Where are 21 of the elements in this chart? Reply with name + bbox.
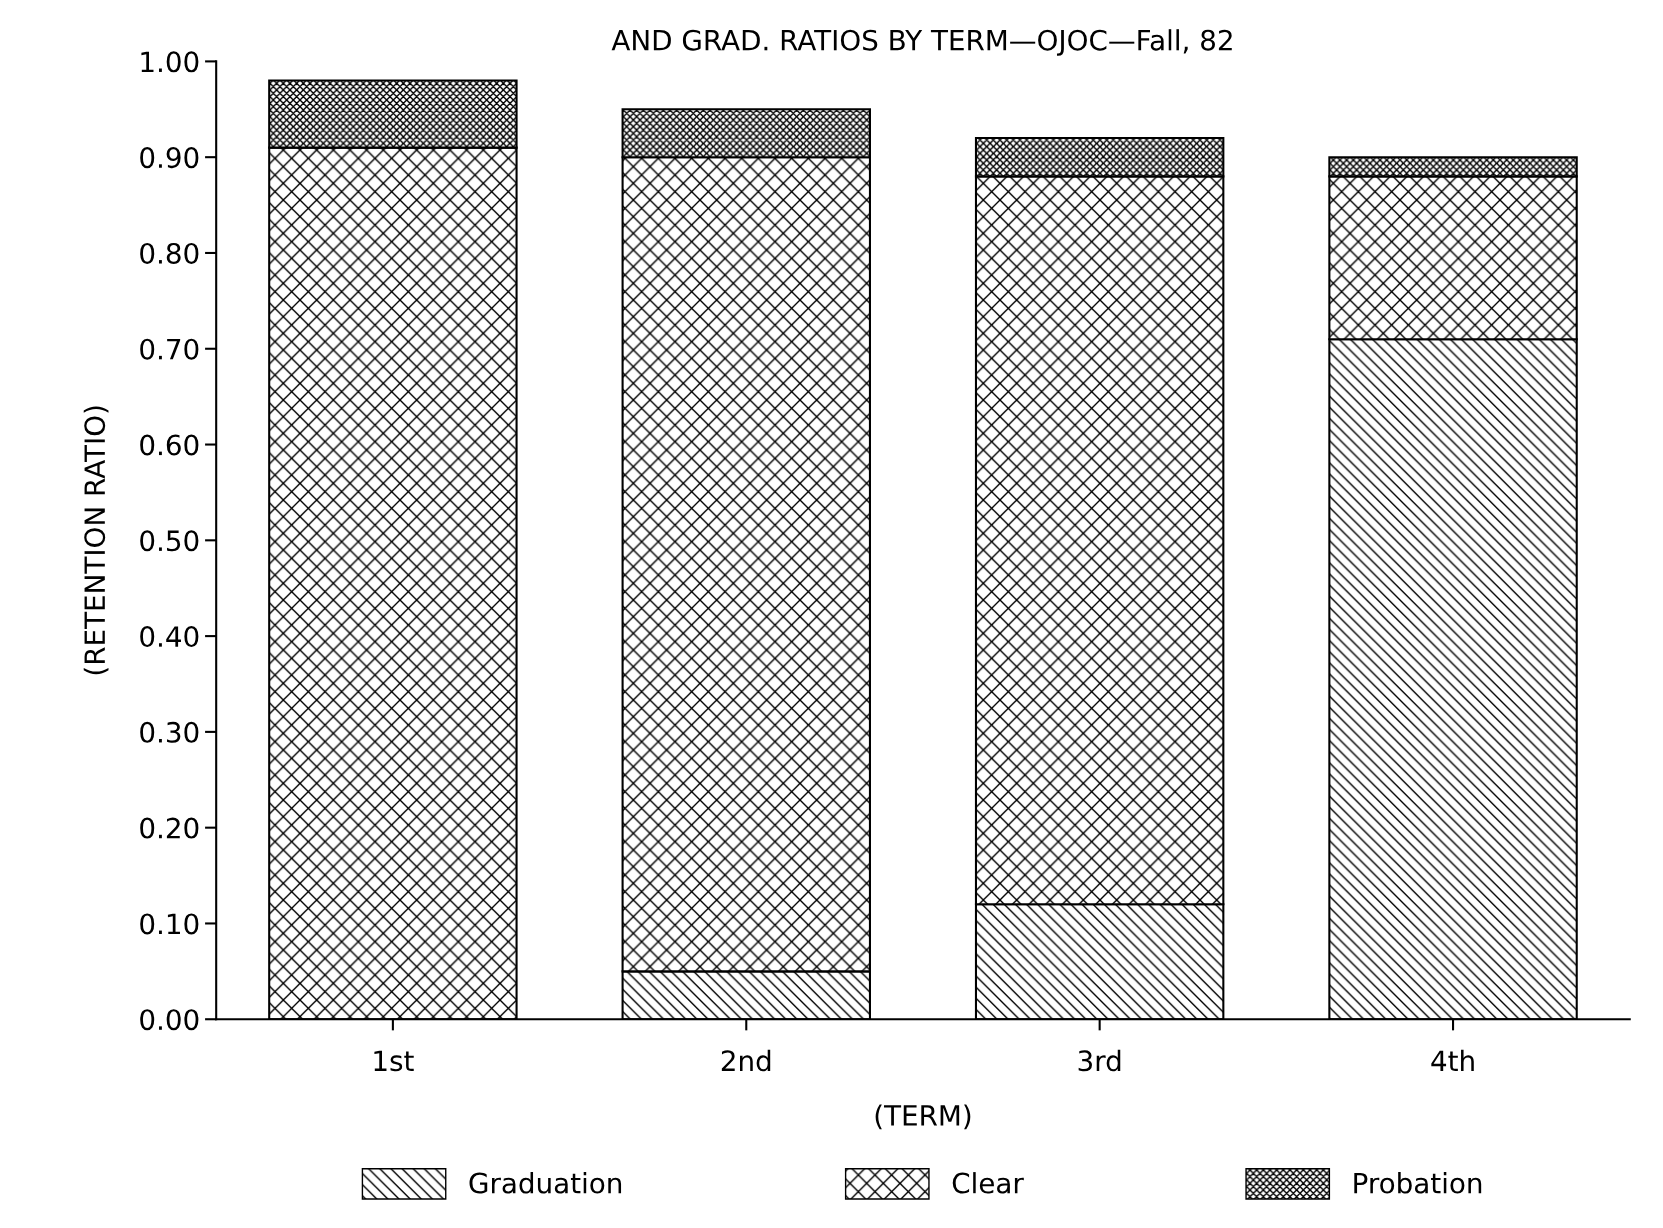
y-tick-label: 0.10: [140, 913, 199, 935]
x-tick-label: 1st: [374, 1050, 414, 1072]
y-axis-title: (RETENTION RATIO): [83, 406, 109, 675]
x-axis-title: (TERM): [875, 1104, 971, 1130]
y-tick-label: 0.80: [140, 242, 199, 264]
legend-label: Probation: [1354, 1172, 1482, 1194]
y-tick-label: 0.40: [140, 626, 199, 648]
chart-title: AND GRAD. RATIOS BY TERM—OJOC—Fall, 82: [611, 29, 1232, 56]
x-tick-label: 2nd: [721, 1049, 771, 1072]
x-tick-label: 3rd: [1078, 1049, 1121, 1072]
y-tick-label: 0.60: [140, 434, 199, 456]
legend-label: Graduation: [469, 1172, 622, 1194]
y-tick-label: 0.50: [140, 530, 199, 552]
y-tick-label: 0.20: [140, 817, 199, 839]
y-tick-label: 0.90: [140, 147, 199, 169]
y-tick-label: 0.00: [140, 1009, 199, 1031]
y-tick-label: 0.30: [140, 721, 199, 743]
y-tick-label: 0.70: [140, 338, 199, 360]
x-tick-label: 4th: [1431, 1049, 1474, 1071]
y-tick-label: 1.00: [141, 51, 199, 73]
legend-label: Clear: [952, 1172, 1024, 1194]
